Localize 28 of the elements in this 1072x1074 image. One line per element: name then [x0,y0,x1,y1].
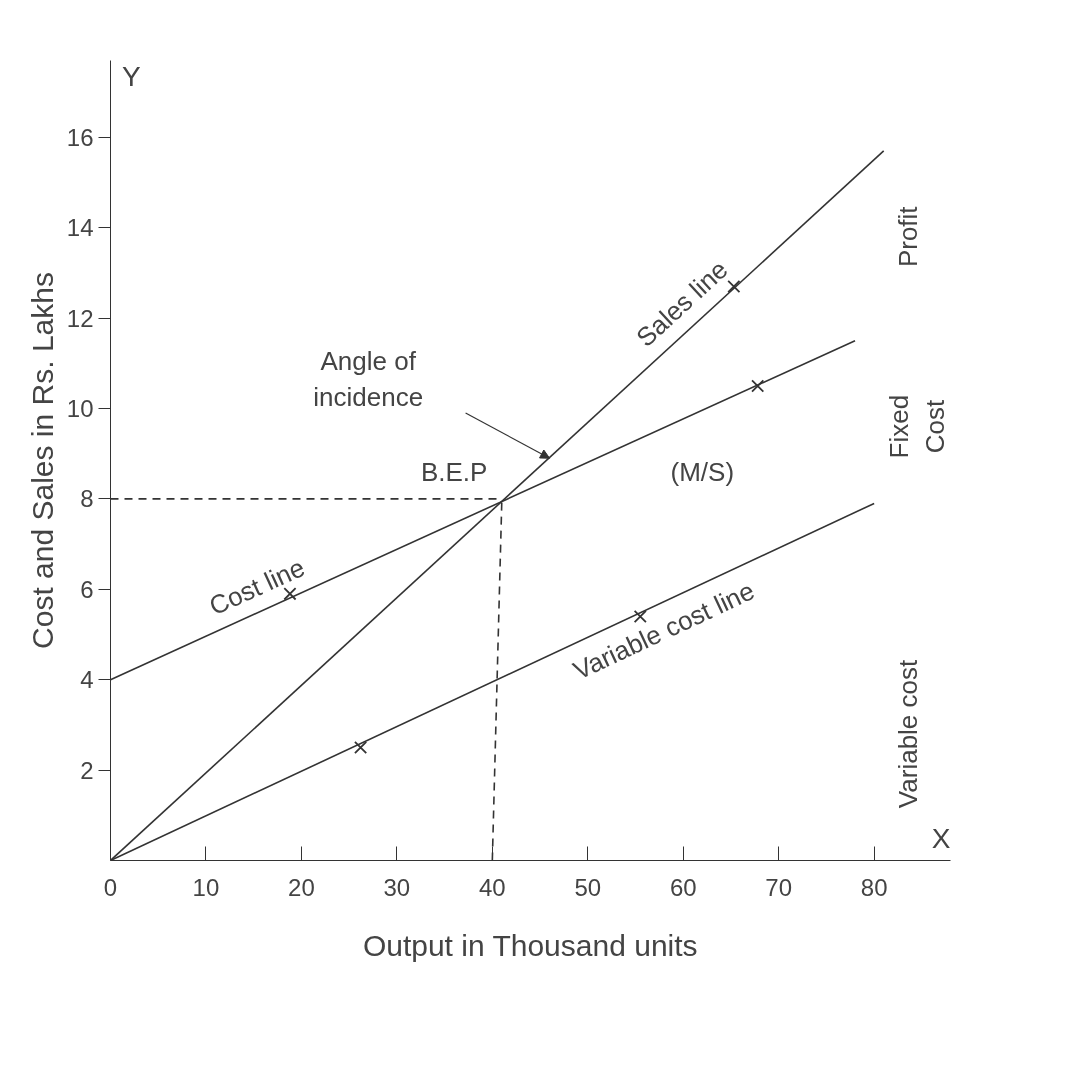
y-tick-label: 2 [80,756,94,784]
x-tick-label: 0 [103,873,118,901]
x-tick-label: 20 [288,873,315,901]
y-tick-label: 4 [80,666,94,694]
text: Cost line [204,552,310,622]
x-tick-label: 30 [383,873,411,901]
annotation: Variable cost [892,658,923,809]
annotation: Angle of incidence [313,346,424,413]
y-tick-label: 14 [66,214,94,242]
x-tick-label: 40 [478,873,506,901]
y-tick-label: 6 [80,575,94,603]
x-tick-label: 60 [669,873,697,901]
x-tick-label: 80 [860,873,888,901]
y-tick-label: 8 [80,485,94,513]
x-axis-title: Output in Thousand units [362,928,698,962]
annotation: X [931,822,951,854]
annotation: (M/S) [670,456,735,487]
x-tick-label: 70 [765,873,793,901]
annotation: Y [121,60,141,92]
y-axis-title: Cost and Sales in Rs. Lakhs [25,272,59,649]
y-tick-label: 12 [66,304,94,332]
annotation: B.E.P [420,456,488,487]
annotation: Fixed Cost [884,394,951,459]
y-tick-label: 10 [66,395,94,423]
annotation: Profit [892,205,923,268]
x-tick-label: 10 [192,873,220,901]
y-tick-label: 16 [66,123,94,151]
x-tick-label: 50 [574,873,602,901]
